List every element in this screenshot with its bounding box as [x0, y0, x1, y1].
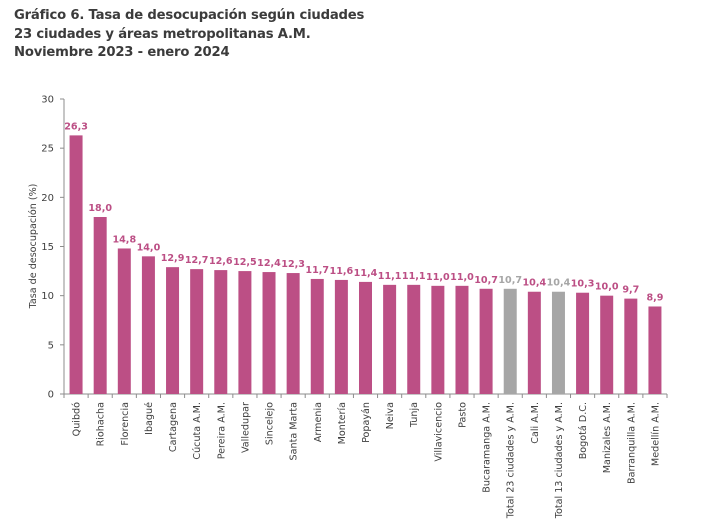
category-label: Barranquilla A.M. [626, 402, 637, 484]
category-label: Bucaramanga A.M. [482, 402, 493, 493]
category-label: Montería [336, 402, 348, 444]
data-label: 12,3 [281, 259, 305, 270]
bar [310, 278, 324, 394]
bar [648, 306, 662, 394]
y-tick-label: 5 [48, 340, 54, 351]
category-label: Bogotá D.C. [577, 402, 589, 459]
data-label: 11,1 [378, 271, 402, 282]
data-label: 12,4 [257, 258, 281, 269]
bars [69, 135, 662, 394]
bar [238, 271, 252, 394]
category-label: Santa Marta [289, 402, 300, 460]
bar [262, 272, 276, 394]
bar [383, 284, 397, 394]
category-label: Quibdó [71, 402, 83, 436]
bar [190, 269, 204, 394]
y-axis: 0 5 10 15 20 25 30 [41, 95, 65, 401]
data-label: 10,4 [523, 278, 547, 289]
bar [334, 279, 348, 394]
bar [286, 273, 300, 394]
data-label: 18,0 [88, 203, 112, 214]
y-tick-label: 25 [41, 144, 54, 155]
bar [69, 135, 83, 394]
chart-title-block: Gráfico 6. Tasa de desocupación según ci… [14, 7, 364, 63]
category-label: Total 23 ciudades y A.M. [506, 402, 517, 519]
bar [117, 248, 131, 394]
bar [600, 295, 614, 394]
bar [141, 256, 155, 394]
y-tick-label: 15 [41, 242, 54, 253]
category-label: Popayán [360, 402, 372, 443]
bar [576, 292, 590, 394]
bar [407, 284, 421, 394]
data-label: 10,0 [595, 282, 619, 293]
bar [503, 288, 517, 394]
category-label: Florencia [120, 402, 131, 446]
category-label: Sincelejo [265, 402, 276, 445]
chart-subtitle-line-1: 23 ciudades y áreas metropolitanas A.M. [14, 26, 311, 42]
y-tick-label: 20 [41, 193, 54, 204]
data-label: 12,6 [209, 256, 233, 267]
y-tick-label: 10 [41, 291, 54, 302]
data-label: 11,0 [450, 272, 474, 283]
category-label: Total 13 ciudades y A.M. [554, 402, 565, 519]
data-label: 11,7 [305, 265, 329, 276]
data-label: 26,3 [64, 121, 88, 132]
category-label: Pasto [457, 402, 468, 428]
data-label: 12,9 [161, 253, 185, 264]
bar [93, 217, 107, 394]
category-label: Cali A.M. [530, 402, 541, 444]
chart-subtitle-line-2: Noviembre 2023 - enero 2024 [14, 45, 230, 60]
bar [166, 267, 180, 394]
bar [214, 270, 228, 394]
category-label: Armenia [313, 402, 324, 442]
data-label: 12,5 [233, 257, 257, 268]
data-label: 11,0 [426, 272, 450, 283]
chart-title: Gráfico 6. Tasa de desocupación según ci… [14, 8, 365, 23]
bar [479, 288, 493, 394]
data-label: 11,1 [402, 271, 426, 282]
data-label: 9,7 [622, 285, 639, 296]
category-label: Villavicencio [433, 402, 444, 462]
bar [359, 281, 372, 394]
bar [624, 298, 638, 394]
category-label: Valledupar [240, 402, 251, 453]
category-label: Manizales A.M. [602, 402, 613, 473]
bar [431, 285, 445, 394]
data-label: 11,6 [330, 266, 354, 277]
y-axis-label: Tasa de desocupación (%) [27, 184, 39, 310]
data-labels: 26,3 18,0 14,814,012,9 12,7 12,6 12,5 12,4 12,3… [64, 121, 664, 303]
category-label: Neiva [385, 402, 396, 429]
category-label: Ibagué [143, 402, 155, 435]
bar [551, 291, 565, 394]
category-label: Cartagena [168, 402, 179, 452]
data-label: 10,7 [498, 275, 522, 286]
y-tick-label: 0 [48, 390, 54, 401]
y-tick-label: 30 [41, 95, 54, 106]
category-label: Pereira A.M. [216, 402, 227, 459]
category-label: Riohacha [96, 402, 107, 446]
data-label: 14,0 [137, 242, 161, 253]
data-label: 14,8 [112, 234, 136, 245]
data-label: 10,7 [474, 275, 498, 286]
category-label: Tunja [409, 402, 420, 428]
category-label: Cúcuta A.M. [191, 402, 203, 460]
category-labels: Quibdó Riohacha Florencia Ibagué Cartagena Cú… [71, 402, 662, 519]
x-axis [63, 393, 668, 398]
bar [527, 291, 541, 394]
data-label: 10,4 [547, 278, 571, 289]
data-label: 8,9 [646, 292, 663, 303]
data-label: 10,3 [571, 279, 595, 290]
bar [455, 285, 469, 394]
data-label: 11,4 [354, 268, 378, 279]
data-label: 12,7 [185, 255, 209, 266]
category-label: Medellín A.M. [649, 402, 661, 466]
